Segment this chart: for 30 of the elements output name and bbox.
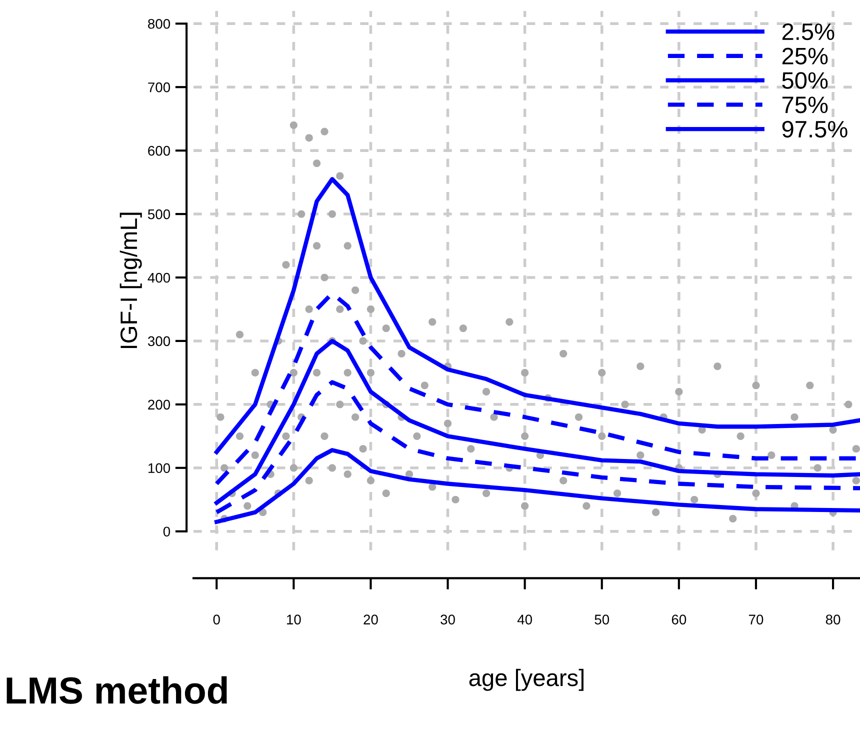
x-tick-label: 80 <box>826 614 840 624</box>
legend-label: 75% <box>782 96 828 114</box>
y-tick-label: 300 <box>148 336 170 346</box>
y-tick-label: 600 <box>148 146 170 156</box>
legend-label: 2.5% <box>782 23 834 40</box>
x-tick-label: 60 <box>672 614 686 624</box>
y-tick-label: 100 <box>148 463 170 474</box>
x-tick-label: 20 <box>364 614 378 624</box>
legend-label: 50% <box>782 72 828 89</box>
y-tick-label: 500 <box>148 209 170 220</box>
y-tick-label: 700 <box>148 82 170 92</box>
x-tick-label: 30 <box>440 614 455 624</box>
legend-label: 25% <box>782 48 828 64</box>
x-tick-label: 0 <box>213 614 220 624</box>
y-tick-label: 200 <box>148 400 170 410</box>
x-axis-title: age [years] <box>469 668 584 691</box>
line-series <box>214 380 860 514</box>
x-tick-label: 10 <box>287 614 301 624</box>
line-series <box>214 338 860 505</box>
y-tick-label: 400 <box>148 272 170 283</box>
x-tick-label: 70 <box>748 614 764 624</box>
line-series <box>214 177 860 454</box>
text: LMS method <box>6 676 227 704</box>
legend-label: 97.5% <box>782 120 848 138</box>
y-tick-label: 800 <box>148 18 170 29</box>
x-tick-label: 50 <box>594 614 610 624</box>
y-tick-label: 0 <box>163 526 170 537</box>
x-tick-label: 40 <box>517 614 532 624</box>
line-series <box>214 448 860 524</box>
y-axis-title: IGF-I [ng/mL] <box>120 212 142 348</box>
